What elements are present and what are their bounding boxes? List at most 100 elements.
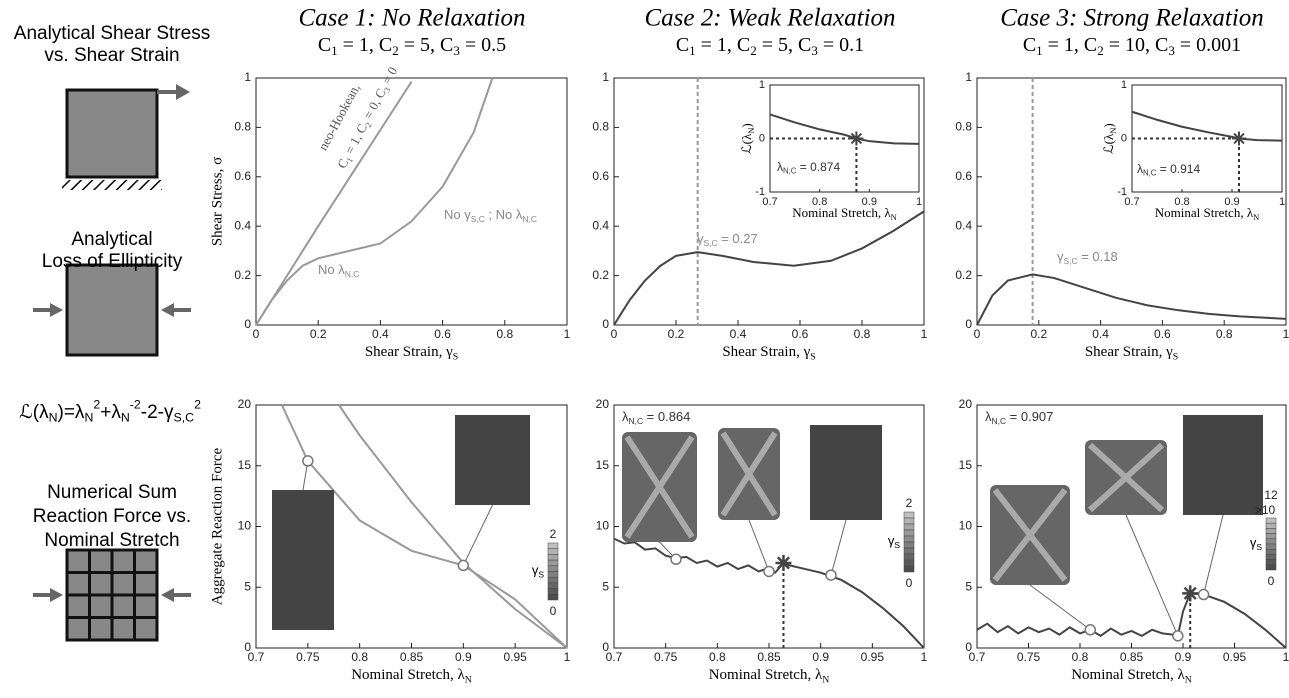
marker-circle bbox=[825, 569, 837, 581]
critical-label: λN,C = 0.914 bbox=[1137, 162, 1200, 177]
colorbar-cell bbox=[903, 559, 915, 567]
x-tick-label: 0 bbox=[253, 327, 260, 341]
y-tick-label: 0.8 bbox=[592, 120, 609, 134]
x-axis-label: Nominal Stretch, λN bbox=[1155, 205, 1259, 222]
y-tick-label: 0 bbox=[602, 640, 609, 654]
x-tick-label: 0.85 bbox=[1120, 650, 1144, 664]
y-tick-label: 1 bbox=[965, 70, 972, 84]
x-tick-label: 0.95 bbox=[503, 650, 527, 664]
colorbar-cell bbox=[903, 511, 915, 519]
marker-circle bbox=[1197, 588, 1210, 601]
colorbar-tick-label: 2 bbox=[550, 527, 557, 541]
marker-circle bbox=[670, 553, 682, 566]
compression-diagram bbox=[33, 263, 191, 357]
colorbar-tick-label: 2 bbox=[906, 496, 913, 510]
shear-diagram bbox=[62, 84, 190, 190]
left-label: Analytical bbox=[71, 229, 152, 250]
colorbar-cell bbox=[547, 594, 559, 601]
left-label: Reaction Force vs. bbox=[33, 506, 191, 527]
data-line bbox=[613, 210, 925, 326]
x-tick-label: 0.9 bbox=[1175, 650, 1192, 664]
marker-circle bbox=[763, 565, 775, 578]
y-tick-label: 1 bbox=[244, 70, 251, 84]
x-tick-label: 0.4 bbox=[730, 327, 747, 341]
y-axis-label: Shear Stress, σ bbox=[209, 157, 225, 246]
x-tick-label: 0.8 bbox=[1216, 327, 1233, 341]
y-tick-label: 5 bbox=[965, 579, 972, 593]
y-tick-label: 0 bbox=[602, 317, 609, 331]
case-params: C1 = 1, C2 = 5, C3 = 0.5 bbox=[318, 34, 506, 58]
case-title: Case 2: Weak Relaxation bbox=[644, 5, 895, 32]
x-tick-label: 0.8 bbox=[1174, 196, 1189, 208]
y-axis-label: ℒ(λN) bbox=[1101, 123, 1118, 153]
critical-marker bbox=[1232, 131, 1246, 146]
x-tick-label: 0.2 bbox=[310, 327, 327, 341]
colorbar-cell bbox=[1265, 533, 1277, 540]
colorbar-cell bbox=[1265, 559, 1277, 566]
y-tick-label: 0.2 bbox=[234, 268, 251, 282]
y-tick-label: 1 bbox=[759, 79, 765, 91]
y-tick-label: 10 bbox=[596, 519, 610, 533]
critical-label: λN,C = 0.874 bbox=[777, 160, 840, 175]
marker-star bbox=[1182, 585, 1199, 602]
x-tick-label: 0.8 bbox=[351, 650, 368, 664]
x-tick-label: 0.9 bbox=[862, 196, 877, 208]
y-tick-label: 0.8 bbox=[955, 120, 972, 134]
y-tick-label: 0.6 bbox=[592, 169, 609, 183]
colorbar-cell bbox=[547, 576, 559, 584]
colorbar-cell bbox=[1265, 528, 1277, 534]
x-tick-label: 0.9 bbox=[812, 650, 829, 664]
snapshot bbox=[1183, 415, 1263, 515]
x-tick-label: 0.8 bbox=[812, 196, 827, 208]
left-label: Loss of Ellipticity bbox=[42, 251, 183, 272]
y-tick-label: 5 bbox=[244, 579, 251, 593]
x-tick-label: 1 bbox=[1279, 196, 1285, 208]
x-tick-label: 0.75 bbox=[1017, 650, 1041, 664]
x-tick-label: 1 bbox=[916, 196, 922, 208]
x-tick-label: 0.95 bbox=[1223, 650, 1247, 664]
y-tick-label: 0 bbox=[1121, 132, 1127, 144]
x-tick-label: 0.8 bbox=[496, 327, 513, 341]
y-tick-label: -1 bbox=[1117, 186, 1127, 198]
x-tick-label: 0.2 bbox=[1030, 327, 1047, 341]
ellipticity-formula: ℒ(λN)=λN2+λN-2-2-γS,C2 bbox=[19, 398, 201, 425]
mesh-diagram bbox=[33, 548, 191, 642]
y-tick-label: 1 bbox=[602, 70, 609, 84]
colorbar-tick-label: 0 bbox=[906, 576, 913, 590]
x-tick-label: 1 bbox=[564, 327, 571, 341]
data-line bbox=[1131, 110, 1283, 142]
colorbar-label: γS bbox=[888, 533, 901, 550]
left-label: Analytical Shear Stress bbox=[14, 23, 210, 44]
leader-line bbox=[748, 519, 770, 572]
colorbar-cell bbox=[1265, 517, 1277, 524]
x-tick-label: 0.85 bbox=[757, 650, 781, 664]
y-tick-label: 0 bbox=[965, 317, 972, 331]
annotation: No λN,C bbox=[318, 262, 359, 279]
x-tick-label: 0.7 bbox=[606, 650, 623, 664]
marker-circle bbox=[457, 559, 470, 572]
y-tick-label: 15 bbox=[959, 458, 973, 472]
colorbar-tick-label: 0 bbox=[1268, 574, 1275, 588]
case-params: C1 = 1, C2 = 10, C3 = 0.001 bbox=[1023, 34, 1241, 58]
snapshot bbox=[810, 425, 882, 520]
colorbar-tick-label: 0 bbox=[550, 604, 557, 618]
x-tick-label: 0 bbox=[611, 327, 618, 341]
colorbar-cell bbox=[903, 547, 915, 555]
colorbar-cell bbox=[1265, 543, 1277, 550]
x-tick-label: 0.9 bbox=[455, 650, 472, 664]
x-tick-label: 0.75 bbox=[654, 650, 678, 664]
marker-circle bbox=[302, 455, 314, 467]
x-tick-label: 1 bbox=[1283, 327, 1289, 341]
y-tick-label: 15 bbox=[238, 458, 252, 472]
colorbar-cell bbox=[547, 565, 559, 572]
left-label: Nominal Stretch bbox=[44, 530, 179, 551]
colorbar-cell bbox=[903, 541, 915, 549]
y-tick-label: 20 bbox=[596, 397, 610, 411]
annotation: No γS,C ; No λN,C bbox=[444, 207, 537, 224]
x-tick-label: 0.2 bbox=[668, 327, 685, 341]
y-tick-label: 0.8 bbox=[234, 120, 251, 134]
x-tick-label: 0 bbox=[974, 327, 981, 341]
case-title: Case 1: No Relaxation bbox=[298, 5, 525, 32]
colorbar-cell bbox=[547, 542, 559, 549]
